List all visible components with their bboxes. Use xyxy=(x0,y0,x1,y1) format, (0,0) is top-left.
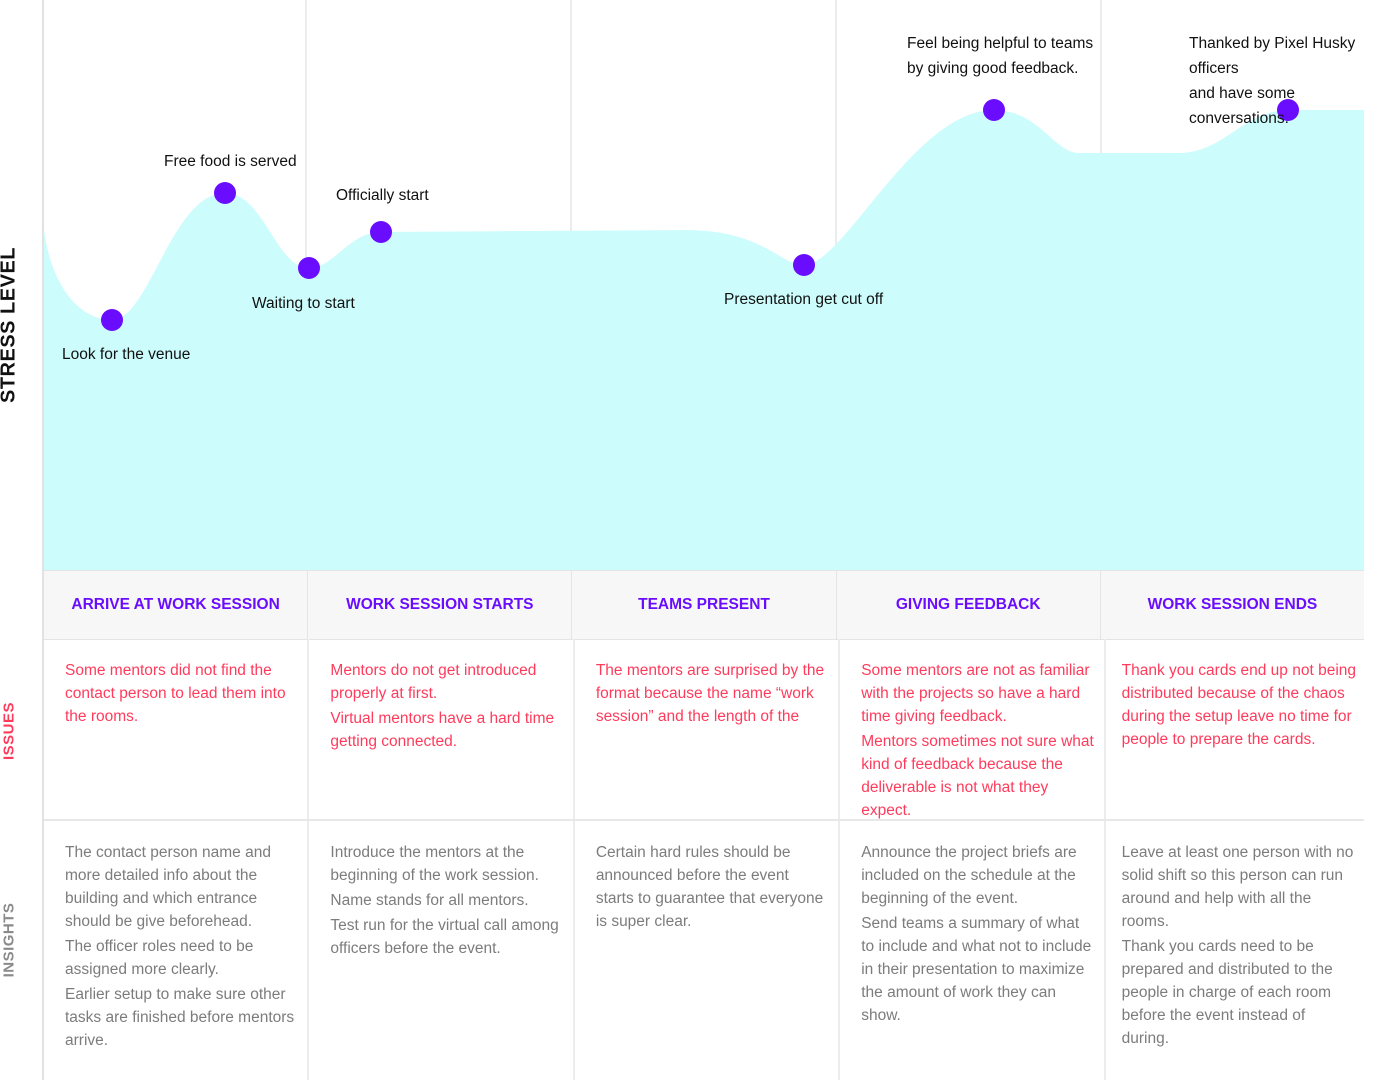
event-point-thanked-by-officers xyxy=(1277,99,1299,121)
issue-text: The mentors are surprised by the format … xyxy=(595,662,825,725)
insights-cell-feedback: Announce the project briefs are included… xyxy=(840,821,1106,1080)
journey-stages-header: ARRIVE AT WORK SESSION WORK SESSION STAR… xyxy=(44,570,1364,640)
event-label-free-food: Free food is served xyxy=(164,153,297,170)
event-point-free-food xyxy=(214,182,236,204)
insights-cell-arrive: The contact person name and more detaile… xyxy=(44,821,310,1080)
event-point-officially-start xyxy=(370,221,392,243)
insight-text: The contact person name and more detaile… xyxy=(65,844,271,930)
issues-cell-arrive: Some mentors did not find the contact pe… xyxy=(44,639,310,819)
stress-level-axis-label: STRESS LEVEL xyxy=(0,246,20,404)
event-label-officially-start: Officially start xyxy=(336,187,429,204)
issues-cell-ends: Thank you cards end up not being distrib… xyxy=(1106,639,1364,819)
event-label-look-for-venue: Look for the venue xyxy=(62,346,191,363)
event-point-helpful-feedback xyxy=(983,99,1005,121)
stage-work-session-ends: WORK SESSION ENDS xyxy=(1147,596,1318,613)
stress-level-area xyxy=(44,110,1364,570)
insights-row-label: INSIGHTS xyxy=(0,902,18,978)
insights-cell-ends: Leave at least one person with no solid … xyxy=(1106,821,1364,1080)
event-label-presentation-cut-off: Presentation get cut off xyxy=(724,291,884,308)
event-label-waiting-to-start: Waiting to start xyxy=(252,295,355,312)
insights-cell-present: Certain hard rules should be announced b… xyxy=(575,821,841,1080)
issue-text: Virtual mentors have a hard time getting… xyxy=(330,710,555,750)
issues-row: Some mentors did not find the contact pe… xyxy=(44,639,1364,821)
insight-text: Name stands for all mentors. xyxy=(330,892,529,909)
insights-row: The contact person name and more detaile… xyxy=(44,821,1364,1080)
insight-text: Announce the project briefs are included… xyxy=(861,844,1077,907)
left-axis-line xyxy=(42,0,44,1080)
event-point-look-for-venue xyxy=(101,309,123,331)
stress-curve-chart xyxy=(44,0,1364,570)
stage-arrive-at-work-session: ARRIVE AT WORK SESSION xyxy=(44,571,309,639)
event-point-presentation-cut-off xyxy=(793,254,815,276)
insight-text: Earlier setup to make sure other tasks a… xyxy=(65,986,295,1049)
insight-text: Send teams a summary of what to include … xyxy=(861,915,1092,1024)
issue-text: Thank you cards end up not being distrib… xyxy=(1121,662,1357,748)
issue-text: Mentors do not get introduced properly a… xyxy=(330,662,537,702)
stage-giving-feedback: GIVING FEEDBACK xyxy=(837,571,1101,639)
issues-row-label: ISSUES xyxy=(0,701,18,761)
stage-work-session-starts: WORK SESSION STARTS xyxy=(308,571,573,639)
insight-text: Certain hard rules should be announced b… xyxy=(595,844,824,930)
issue-text: Some mentors did not find the contact pe… xyxy=(65,662,286,725)
insight-text: Leave at least one person with no solid … xyxy=(1121,844,1354,930)
issue-text: Some mentors are not as familiar with th… xyxy=(861,662,1090,725)
issues-cell-feedback: Some mentors are not as familiar with th… xyxy=(840,639,1106,819)
insights-cell-starts: Introduce the mentors at the beginning o… xyxy=(309,821,575,1080)
event-point-waiting-to-start xyxy=(298,257,320,279)
insight-text: Test run for the virtual call among offi… xyxy=(330,917,559,957)
insight-text: Introduce the mentors at the beginning o… xyxy=(330,844,539,884)
issues-cell-present: The mentors are surprised by the format … xyxy=(575,639,841,819)
issue-text: Mentors sometimes not sure what kind of … xyxy=(861,733,1094,819)
insight-text: The officer roles need to be assigned mo… xyxy=(65,938,254,978)
event-label-helpful-feedback: Feel being helpful to teams by giving go… xyxy=(907,35,1094,77)
event-label-thanked-by-officers: Thanked by Pixel Husky officers and have… xyxy=(1189,35,1356,127)
stage-teams-present: TEAMS PRESENT xyxy=(572,571,837,639)
insight-text: Thank you cards need to be prepared and … xyxy=(1121,938,1333,1047)
issues-cell-starts: Mentors do not get introduced properly a… xyxy=(309,639,575,819)
